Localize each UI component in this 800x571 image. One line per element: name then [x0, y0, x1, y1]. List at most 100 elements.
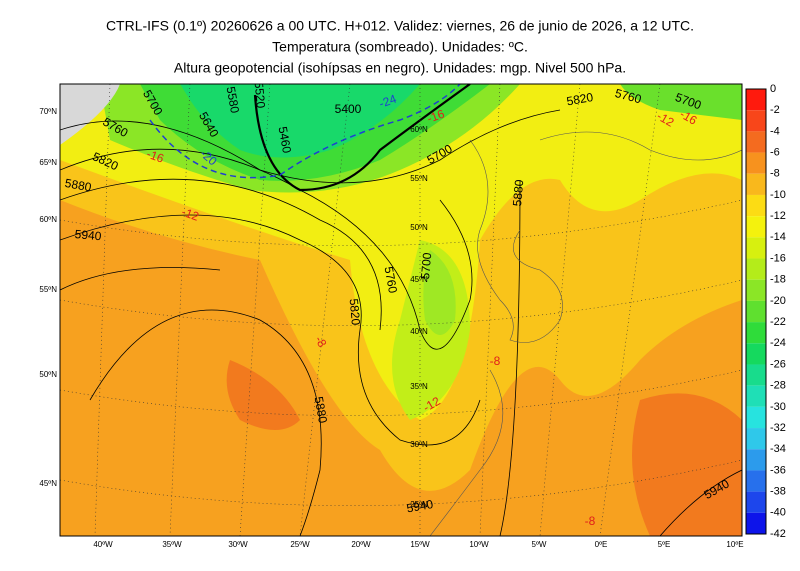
contour-labels: 5700 558056405520546054005760582058805940… [64, 81, 732, 528]
colorbar-segment [746, 385, 766, 407]
inner-lat-label: 25ºN [410, 500, 428, 509]
contour-label: 5820 [565, 90, 594, 108]
axes-labels: 70ºN 65ºN 60ºN 55ºN 50ºN 45ºN 40ºW 35ºW 30ºW 25ºW… [39, 107, 743, 549]
colorbar-label: -42 [770, 528, 786, 540]
map-field: 5700 558056405520546054005760582058805940… [60, 81, 742, 536]
graticule [60, 84, 742, 536]
lon-label: 10ºW [469, 540, 489, 549]
contour-5520 [253, 84, 471, 192]
colorbar-segment [746, 216, 766, 238]
colorbar-label: -26 [770, 358, 786, 370]
contour-label: 5760 [382, 265, 400, 294]
lat-label: 45ºN [39, 479, 57, 488]
contour-label: 5880 [64, 176, 93, 194]
lon-label: 5ºW [532, 540, 547, 549]
colorbar-segment [746, 449, 766, 471]
colorbar-segment [746, 512, 766, 534]
contour-label: 5760 [614, 86, 644, 107]
colorbar-segment [746, 258, 766, 280]
colorbar-segment [746, 173, 766, 195]
lat-label: 50ºN [39, 370, 57, 379]
colorbar-label: -16 [770, 252, 786, 264]
colorbar-segment [746, 428, 766, 450]
inner-lat-label: 45ºN [410, 275, 428, 284]
lon-label: 10ºE [726, 540, 743, 549]
colorbar-label: -20 [770, 295, 786, 307]
inner-lat-label: 40ºN [410, 327, 428, 336]
colorbar-segment [746, 491, 766, 513]
colorbar-label: -18 [770, 274, 786, 286]
contour-label: 5460 [276, 125, 294, 154]
inner-lat-labels: 60ºN 55ºN 50ºN 45ºN 40ºN 35ºN 30ºN 25ºN [410, 125, 428, 509]
lat-label: 70ºN [39, 107, 57, 116]
contour-label: 5880 [510, 179, 526, 207]
contour-label: 5580 [224, 85, 242, 114]
map-frame [59, 83, 743, 537]
title-line: Altura geopotencial (isohípsas en negro)… [174, 60, 626, 76]
inner-lat-label: 50ºN [410, 223, 428, 232]
title-line: Temperatura (sombreado). Unidades: ºC. [272, 39, 528, 55]
colorbar-label: -34 [770, 443, 786, 455]
colorbar-segment [746, 131, 766, 153]
coastlines [429, 131, 742, 536]
lon-label: 40ºW [93, 540, 113, 549]
colorbar-label: -8 [770, 168, 780, 180]
colorbar-label: -6 [770, 146, 780, 158]
colorbar-label: -30 [770, 401, 786, 413]
lat-label: 60ºN [39, 215, 57, 224]
contour-label: -12 [180, 205, 201, 224]
lon-label: 0ºE [595, 540, 608, 549]
lon-label: 25ºW [290, 540, 310, 549]
colorbar-segment [746, 194, 766, 217]
colorbar-label: -2 [770, 104, 780, 116]
colorbar-segment [746, 110, 766, 132]
lon-label: 35ºW [162, 540, 182, 549]
colorbar-segment [746, 470, 766, 492]
contours [60, 109, 742, 536]
colorbar-label: -14 [770, 231, 786, 243]
colorbar-label: -36 [770, 464, 786, 476]
colorbar-label: -24 [770, 337, 786, 349]
colorbar-segment [746, 322, 766, 344]
colorbar-label: -12 [770, 210, 786, 222]
lat-label: 65ºN [39, 158, 57, 167]
colorbar: 0 -2 -4 -6 -8 -10 -12 -14 -16 -18 -20 -22 -24 -26 -28 -… [745, 83, 786, 540]
lon-label: 30ºW [228, 540, 248, 549]
colorbar-label: -4 [770, 125, 780, 137]
colorbar-label: -38 [770, 486, 786, 498]
colorbar-label: -40 [770, 507, 786, 519]
inner-lat-label: 35ºN [410, 382, 428, 391]
lon-label: 15ºW [410, 540, 430, 549]
lon-label: 5ºE [658, 540, 671, 549]
contour-label: 5940 [74, 227, 102, 243]
contour-label: 5400 [335, 102, 362, 116]
colorbar-segment [746, 152, 766, 174]
colorbar-label: -22 [770, 316, 786, 328]
contour-label: 5520 [252, 81, 268, 109]
contour-label: 5880 [312, 395, 330, 424]
contour-label: -8 [585, 514, 596, 528]
colorbar-segment [746, 237, 766, 259]
colorbar-segment [746, 300, 766, 323]
colorbar-label: -32 [770, 422, 786, 434]
contour-label: 5820 [347, 298, 363, 326]
inner-lat-label: 60ºN [410, 125, 428, 134]
contour-label: -24 [377, 92, 398, 111]
colorbar-frame [745, 88, 767, 535]
colorbar-segment [746, 89, 766, 111]
contour-label: -16 [145, 147, 166, 166]
contour-label: -8 [490, 354, 501, 368]
lon-label: 20ºW [351, 540, 371, 549]
colorbar-label: -28 [770, 380, 786, 392]
lat-label: 55ºN [39, 285, 57, 294]
inner-lat-label: 55ºN [410, 174, 428, 183]
title: CTRL-IFS (0.1º) 20260626 a 00 UTC. H+012… [106, 18, 694, 76]
colorbar-segment [746, 279, 766, 301]
contour-label: -16 [425, 107, 446, 126]
colorbar-label: -10 [770, 189, 786, 201]
isotherm [149, 84, 461, 179]
colorbar-segment [746, 364, 766, 386]
colorbar-segment [746, 343, 766, 365]
title-line: CTRL-IFS (0.1º) 20260626 a 00 UTC. H+012… [106, 18, 694, 34]
